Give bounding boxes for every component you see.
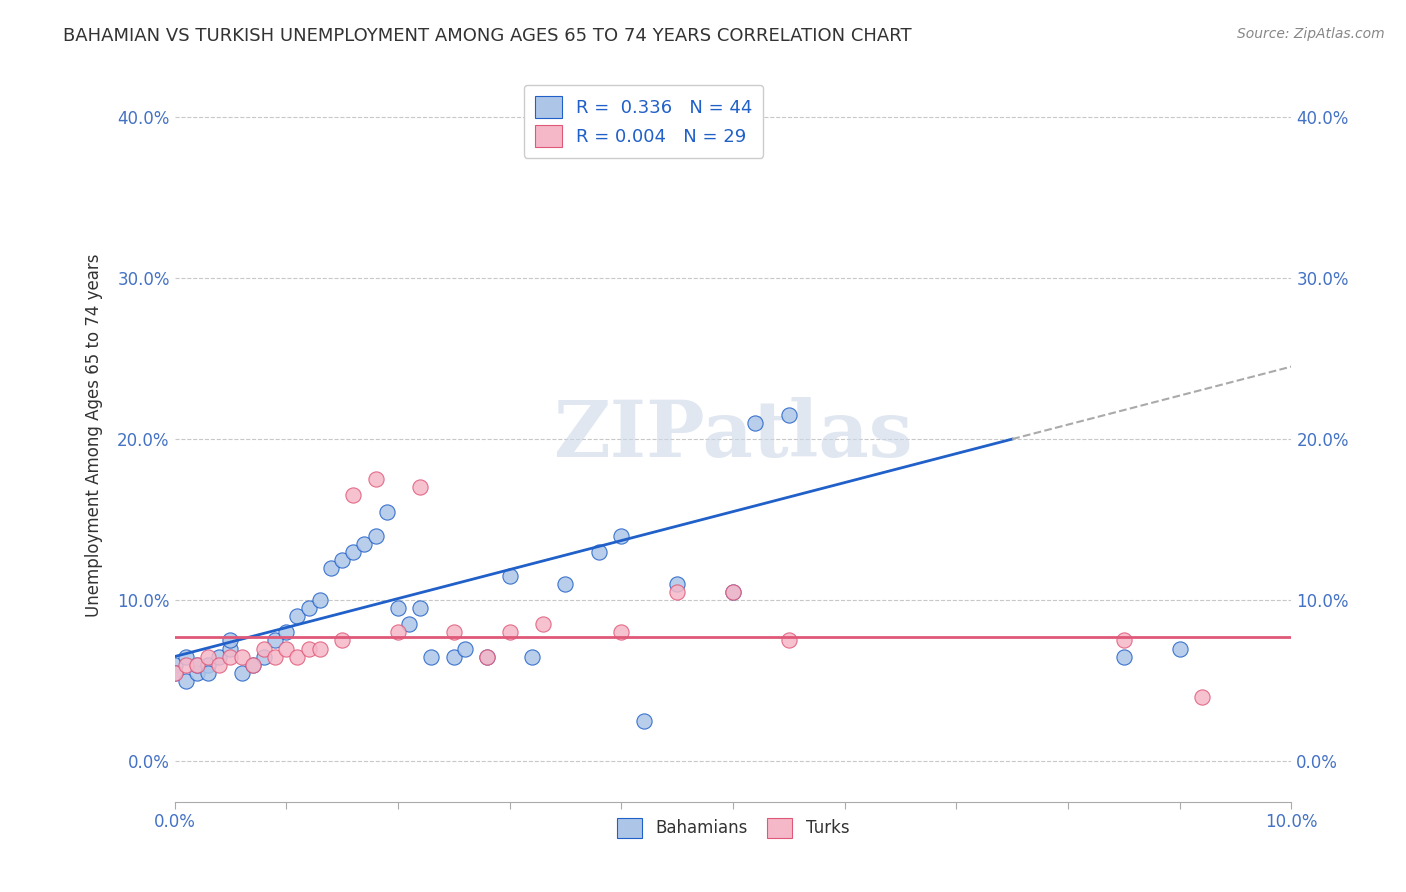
Point <box>197 657 219 672</box>
Point <box>287 609 309 624</box>
Point <box>276 641 298 656</box>
Point <box>1112 649 1135 664</box>
Point <box>264 633 287 648</box>
Point <box>174 657 197 672</box>
Point <box>744 416 766 430</box>
Point <box>219 633 242 648</box>
Point <box>633 714 655 728</box>
Point <box>721 585 744 599</box>
Point <box>364 472 387 486</box>
Point <box>342 488 364 502</box>
Point <box>264 649 287 664</box>
Point <box>454 641 477 656</box>
Point <box>666 585 689 599</box>
Point <box>308 641 330 656</box>
Point <box>297 641 319 656</box>
Point <box>554 577 576 591</box>
Point <box>219 641 242 656</box>
Point <box>253 649 276 664</box>
Point <box>666 577 689 591</box>
Point <box>409 601 432 615</box>
Point <box>610 529 633 543</box>
Point <box>531 617 554 632</box>
Point <box>186 657 208 672</box>
Point <box>197 665 219 680</box>
Point <box>721 585 744 599</box>
Text: BAHAMIAN VS TURKISH UNEMPLOYMENT AMONG AGES 65 TO 74 YEARS CORRELATION CHART: BAHAMIAN VS TURKISH UNEMPLOYMENT AMONG A… <box>63 27 912 45</box>
Point <box>520 649 543 664</box>
Point <box>498 569 520 583</box>
Point <box>186 665 208 680</box>
Point <box>588 545 610 559</box>
Point <box>375 505 398 519</box>
Point <box>477 649 499 664</box>
Point <box>420 649 443 664</box>
Point <box>778 633 800 648</box>
Point <box>208 657 231 672</box>
Point <box>276 625 298 640</box>
Point <box>330 633 353 648</box>
Point <box>163 665 186 680</box>
Point <box>443 649 465 664</box>
Point <box>208 649 231 664</box>
Point <box>387 601 409 615</box>
Point <box>477 649 499 664</box>
Point <box>197 649 219 664</box>
Point <box>1168 641 1191 656</box>
Text: Source: ZipAtlas.com: Source: ZipAtlas.com <box>1237 27 1385 41</box>
Point <box>398 617 420 632</box>
Point <box>610 625 633 640</box>
Point <box>364 529 387 543</box>
Point <box>163 665 186 680</box>
Point <box>409 480 432 494</box>
Point <box>778 408 800 422</box>
Point <box>242 657 264 672</box>
Point <box>174 649 197 664</box>
Legend: Bahamians, Turks: Bahamians, Turks <box>610 811 856 845</box>
Point <box>186 657 208 672</box>
Point <box>498 625 520 640</box>
Point <box>443 625 465 640</box>
Point <box>219 649 242 664</box>
Point <box>287 649 309 664</box>
Text: ZIPatlas: ZIPatlas <box>553 397 912 473</box>
Point <box>174 673 197 688</box>
Point <box>231 665 253 680</box>
Point <box>1112 633 1135 648</box>
Point <box>297 601 319 615</box>
Point <box>163 657 186 672</box>
Point <box>387 625 409 640</box>
Point <box>1191 690 1213 704</box>
Point <box>342 545 364 559</box>
Point <box>353 537 375 551</box>
Point <box>253 641 276 656</box>
Point <box>308 593 330 607</box>
Point <box>319 561 342 575</box>
Point <box>231 649 253 664</box>
Y-axis label: Unemployment Among Ages 65 to 74 years: Unemployment Among Ages 65 to 74 years <box>86 253 103 616</box>
Point <box>330 553 353 567</box>
Point <box>242 657 264 672</box>
